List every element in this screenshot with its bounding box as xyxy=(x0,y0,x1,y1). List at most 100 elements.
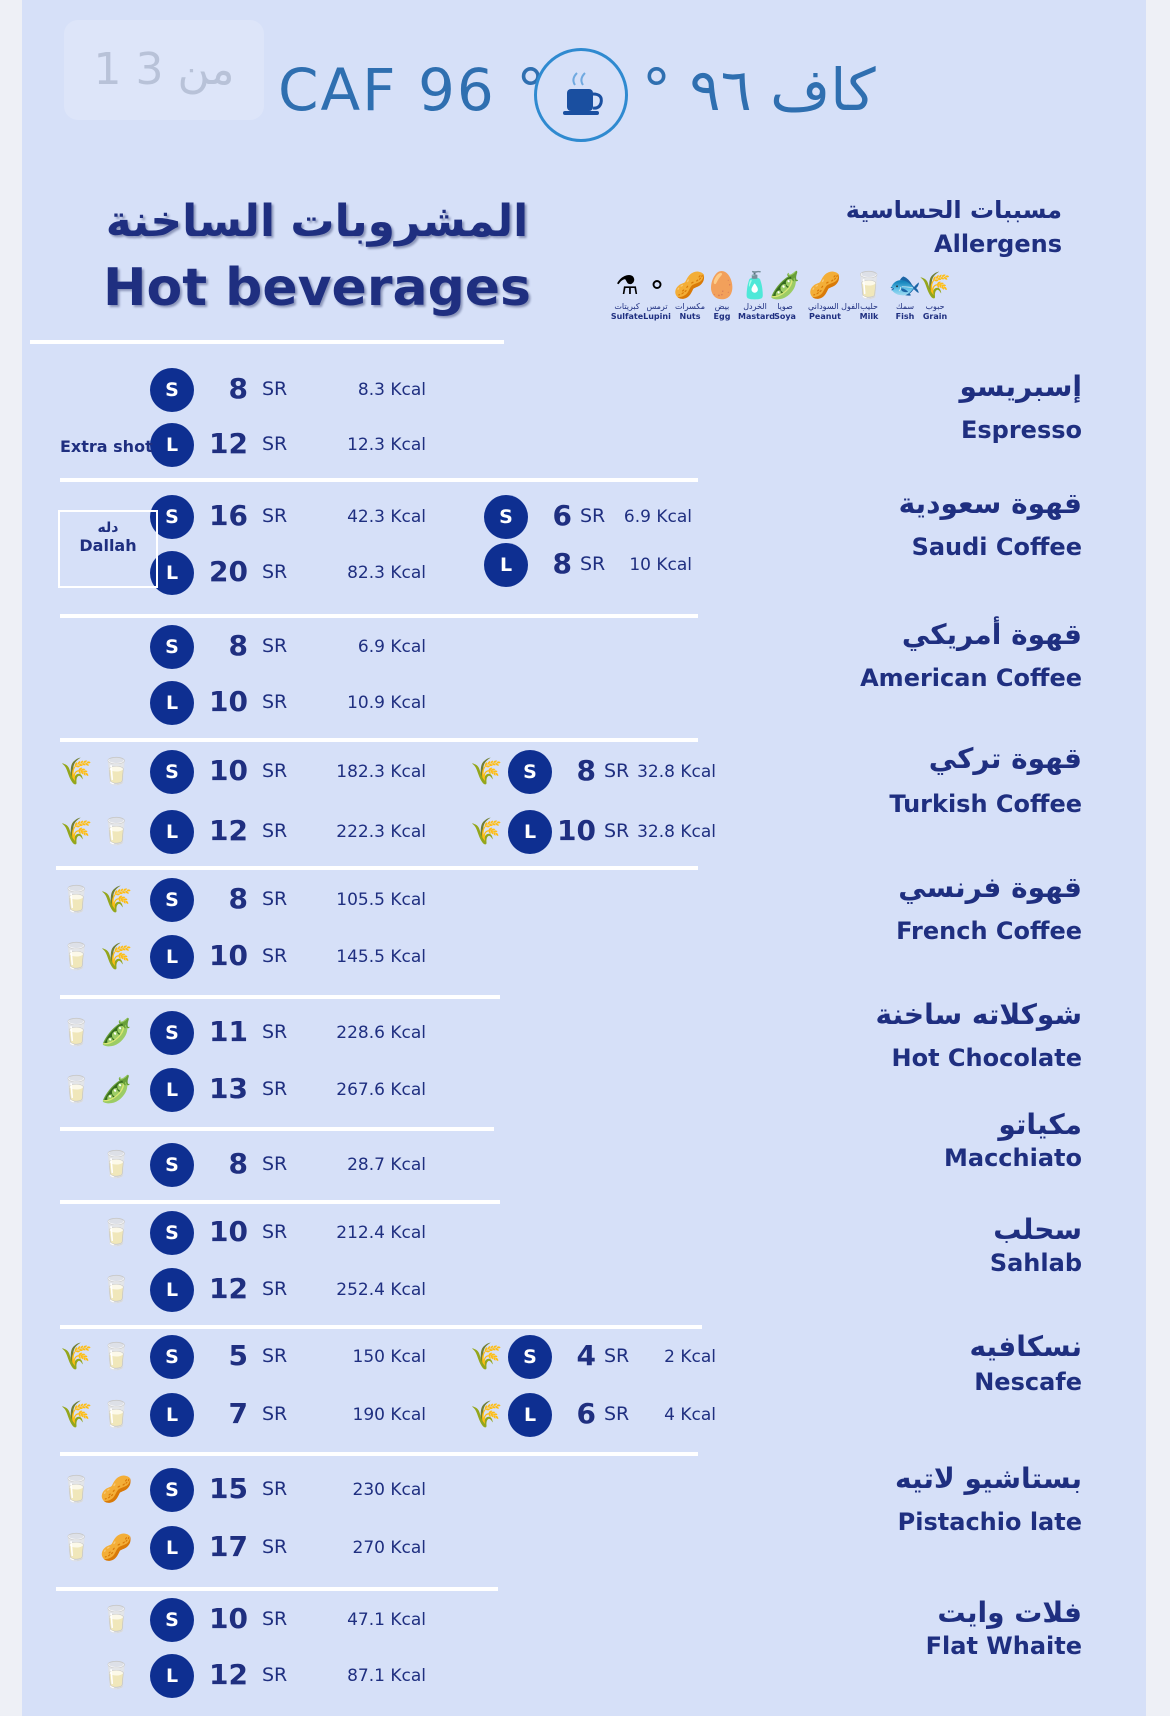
size-badge-s: S xyxy=(150,1335,194,1379)
price: 13 xyxy=(209,1072,248,1105)
size-badge-l: L xyxy=(150,1393,194,1437)
calories: 12.3 Kcal xyxy=(347,435,426,455)
calories: 230 Kcal xyxy=(352,1480,427,1500)
grain-icon: 🌾 xyxy=(60,1400,93,1430)
price: 8 xyxy=(228,882,248,915)
row-divider xyxy=(56,1587,498,1591)
allergen-label-arabic: الفول السوداني xyxy=(808,302,860,311)
size-badge-s: S xyxy=(508,750,552,794)
currency: SR xyxy=(262,1278,288,1300)
milk-icon-glyph: 🥛 xyxy=(852,271,886,301)
lupini-icon: ⚬ ترمس Lupini xyxy=(640,270,674,322)
currency: SR xyxy=(262,760,288,782)
milk-icon: 🥛 xyxy=(100,1661,133,1691)
grain-icon: 🌾 xyxy=(470,1400,503,1430)
price: 8 xyxy=(228,1147,248,1180)
item-name-english: Pistachio late xyxy=(897,1508,1082,1536)
grain-icon: 🌾 xyxy=(100,885,133,915)
allergen-label-english: Grain xyxy=(922,312,948,321)
mustard-icon-glyph: 🧴 xyxy=(738,271,772,301)
calories: 32.8 Kcal xyxy=(637,762,716,782)
calories: 47.1 Kcal xyxy=(347,1610,426,1630)
calories: 6.9 Kcal xyxy=(357,637,426,657)
row-divider xyxy=(60,738,698,742)
calories: 10.9 Kcal xyxy=(347,693,426,713)
price: 10 xyxy=(557,814,596,847)
row-divider xyxy=(60,1452,698,1456)
calories: 87.1 Kcal xyxy=(347,1666,426,1686)
calories: 28.7 Kcal xyxy=(347,1155,426,1175)
size-badge-l: L xyxy=(508,810,552,854)
currency: SR xyxy=(262,945,288,967)
fish-icon-glyph: 🐟 xyxy=(888,271,922,301)
menu-page: 1 من 3 CAF 96 ° ° كاف ٩٦ المشروبات الساخ… xyxy=(22,0,1146,1716)
currency: SR xyxy=(262,1664,288,1686)
size-badge-l: L xyxy=(150,1654,194,1698)
size-badge-l: L xyxy=(484,543,528,587)
currency: SR xyxy=(262,820,288,842)
calories: 150 Kcal xyxy=(352,1347,427,1367)
item-name-english: Flat Whaite xyxy=(925,1632,1082,1660)
calories: 228.6 Kcal xyxy=(336,1023,426,1043)
milk-icon: 🥛 حليب Milk xyxy=(852,270,886,322)
currency: SR xyxy=(262,1608,288,1630)
allergen-label-english: Mastard xyxy=(738,312,776,321)
price: 12 xyxy=(209,427,248,460)
price: 11 xyxy=(209,1015,248,1048)
size-badge-s: S xyxy=(150,368,194,412)
calories: 190 Kcal xyxy=(352,1405,427,1425)
calories: 252.4 Kcal xyxy=(336,1280,426,1300)
section-title-arabic: المشروبات الساخنة xyxy=(105,196,529,247)
row-divider xyxy=(60,1200,500,1204)
item-name-arabic: بستاشيو لاتيه xyxy=(895,1462,1082,1495)
coffee-cup-icon xyxy=(563,72,603,115)
price: 8 xyxy=(552,547,572,580)
section-title-english: Hot beverages xyxy=(102,258,532,318)
currency: SR xyxy=(580,553,606,575)
grain-icon: 🌾 xyxy=(60,817,93,847)
soy-icon-glyph: 🫛 xyxy=(768,271,802,301)
allergen-label-arabic: مكسرات xyxy=(674,302,705,311)
milk-icon: 🥛 xyxy=(100,1150,133,1180)
row-divider xyxy=(60,995,500,999)
item-name-arabic: قهوة تركي xyxy=(928,742,1082,775)
price: 6 xyxy=(576,1397,596,1430)
currency: SR xyxy=(262,1078,288,1100)
allergen-label-english: Fish xyxy=(895,312,915,321)
allergen-label-arabic: حبوب xyxy=(925,302,945,311)
allergen-label-arabic: بيض xyxy=(714,302,730,311)
calories: 32.8 Kcal xyxy=(637,822,716,842)
calories: 145.5 Kcal xyxy=(336,947,426,967)
allergen-label-arabic: ترمس xyxy=(646,302,668,311)
currency: SR xyxy=(262,505,288,527)
allergen-label-english: Egg xyxy=(713,312,731,321)
row-divider xyxy=(60,1325,702,1329)
grain-icon: 🌾 xyxy=(470,817,503,847)
price: 12 xyxy=(209,1272,248,1305)
calories: 6.9 Kcal xyxy=(623,507,692,527)
currency: SR xyxy=(604,1403,630,1425)
dallah-box: دله Dallah xyxy=(58,510,158,588)
pistachio-icon: 🥜 xyxy=(100,1475,133,1505)
brand-latin: CAF 96 ° xyxy=(278,56,548,124)
grain-icon: 🌾 xyxy=(470,1342,503,1372)
item-name-arabic: قهوة سعودية xyxy=(898,487,1082,520)
price: 6 xyxy=(552,499,572,532)
row-divider xyxy=(60,614,698,618)
soy-icon: 🫛 xyxy=(100,1075,133,1105)
calories: 270 Kcal xyxy=(352,1538,427,1558)
grain-icon: 🌾 حبوب Grain xyxy=(918,270,952,322)
size-badge-l: L xyxy=(150,935,194,979)
size-badge-l: L xyxy=(150,810,194,854)
size-badge-l: L xyxy=(150,1526,194,1570)
calories: 267.6 Kcal xyxy=(336,1080,426,1100)
currency: SR xyxy=(262,1345,288,1367)
row-divider xyxy=(60,478,698,482)
currency: SR xyxy=(262,691,288,713)
title-underline xyxy=(30,340,504,344)
size-badge-s: S xyxy=(484,495,528,539)
milk-icon: 🥛 xyxy=(100,1605,133,1635)
fish-icon: 🐟 سمك Fish xyxy=(888,270,922,322)
size-badge-s: S xyxy=(150,1143,194,1187)
price: 8 xyxy=(228,629,248,662)
